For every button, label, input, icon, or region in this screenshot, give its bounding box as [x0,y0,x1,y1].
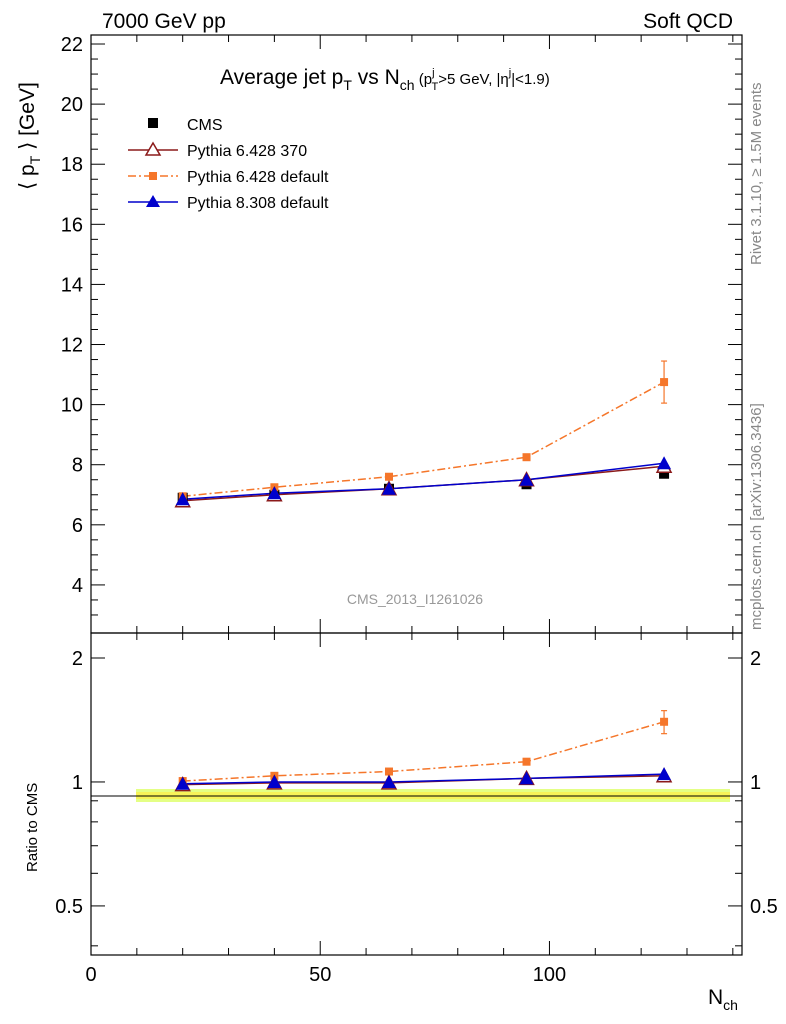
y-tick-label: 22 [61,34,83,56]
ratio-tick-label-right: 1 [750,772,761,794]
x-tick-label: 0 [85,964,96,986]
data-point [267,486,282,500]
ratio-tick-label: 1 [72,772,83,794]
data-point [175,492,190,506]
legend-label-py8-default: Pythia 8.308 default [187,195,329,212]
y-tick-label: 18 [61,154,83,176]
y-tick-label: 4 [72,575,83,597]
ratio-axis-label: Ratio to CMS [24,783,41,872]
header-left: 7000 GeV pp [102,10,226,33]
y-tick-label: 10 [61,395,83,417]
ratio-point [175,776,190,790]
plot-title: Average jet pT vs Nch (pj T>5 GeV, |ηj|<1… [220,66,550,93]
ratio-point [660,717,669,726]
ratio-point [381,774,396,788]
legend-marker-py6-default [149,172,157,180]
y-tick-label: 6 [72,515,83,537]
data-point [659,468,670,479]
rivet-label: Rivet 3.1.10, ≥ 1.5M events [748,83,765,266]
series-line-2 [182,381,665,498]
ratio-tick-label-right: 0.5 [750,896,778,918]
ratio-point [522,757,531,766]
x-tick-label: 100 [533,964,566,986]
data-point [381,481,396,495]
legend-label-py6-370: Pythia 6.428 370 [187,143,307,160]
ratio-plot-frame [90,632,743,956]
ratio-line-2 [182,721,665,782]
ratio-point [519,771,534,785]
mcplots-label: mcplots.cern.ch [arXiv:1306.3436] [748,403,765,630]
x-tick-label: 50 [309,964,331,986]
x-axis-label: Nch [708,986,738,1013]
ratio-point [267,774,282,788]
data-point [657,456,672,470]
y-tick-label: 16 [61,214,83,236]
ratio-tick-label-right: 2 [750,648,761,670]
ratio-point [384,767,393,776]
header-right: Soft QCD [643,10,733,33]
y-tick-label: 8 [72,455,83,477]
data-point [522,453,531,462]
series-line-3 [182,462,665,501]
y-tick-label: 12 [61,335,83,357]
legend-label-cms: CMS [187,117,223,134]
ratio-line-1 [182,775,665,786]
data-point [660,378,669,387]
legend-marker-py8-default [146,195,160,207]
y-axis-label: ⟨ pT ⟩ [GeV] [16,82,43,190]
legend-marker-py6-370 [144,141,162,156]
legend-marker-cms [148,118,158,128]
ratio-tick-label: 0.5 [55,896,83,918]
analysis-watermark: CMS_2013_I1261026 [347,591,483,607]
legend: CMS Pythia 6.428 370 Pythia 6.428 defaul… [128,117,329,212]
legend-label-py6-default: Pythia 6.428 default [187,169,329,186]
y-tick-label: 14 [61,274,83,296]
data-point [519,472,534,486]
ratio-point [657,767,672,781]
ratio-tick-label: 2 [72,648,83,670]
y-tick-label: 20 [61,94,83,116]
data-point [384,472,393,481]
